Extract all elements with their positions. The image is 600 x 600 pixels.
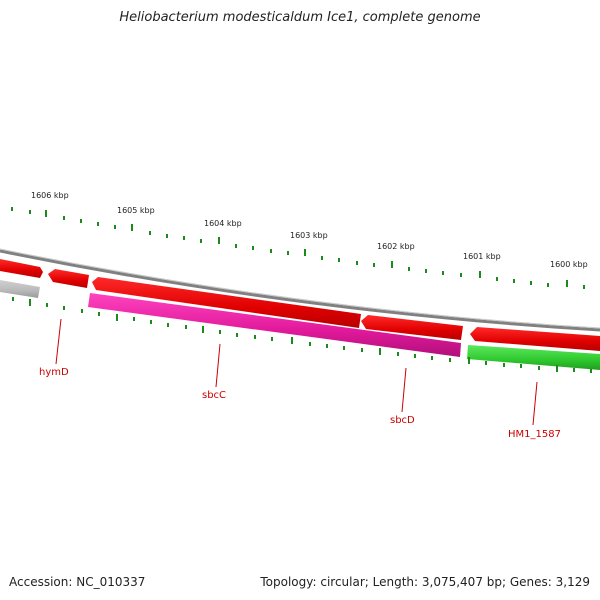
- scale-label: 1604 kbp: [204, 219, 242, 228]
- gene-arrow: [0, 259, 43, 278]
- gene-arrow-gray: [0, 280, 40, 298]
- gene-arrow: [361, 315, 463, 340]
- scale-label: 1603 kbp: [290, 231, 328, 240]
- gene-label-sbcc: sbcC: [202, 390, 226, 401]
- scale-labels: 1606 kbp 1605 kbp 1604 kbp 1603 kbp 1602…: [31, 191, 588, 269]
- gene-labels: hymD sbcC sbcD HM1_1587: [39, 367, 561, 440]
- scale-label: 1606 kbp: [31, 191, 69, 200]
- accession-text: Accession: NC_010337: [9, 575, 146, 589]
- gene-arrow: [470, 327, 600, 351]
- gene-arrow-hm1: [467, 345, 600, 370]
- genome-stats-text: Topology: circular; Length: 3,075,407 bp…: [260, 575, 590, 589]
- forward-strand-genes: [0, 259, 600, 351]
- genome-title: Heliobacterium modesticaldum Ice1, compl…: [119, 10, 481, 25]
- scale-label: 1602 kbp: [377, 242, 415, 251]
- gene-arrow: [92, 277, 361, 328]
- gene-label-sbcd: sbcD: [390, 415, 415, 426]
- reverse-strand-genes: [0, 280, 600, 370]
- gene-arrow: [48, 269, 89, 288]
- scale-label: 1605 kbp: [117, 206, 155, 215]
- genome-backbone: [0, 249, 600, 332]
- genome-backbone-highlight: [0, 248, 600, 329]
- gene-label-hymd: hymD: [39, 367, 69, 378]
- scale-label: 1601 kbp: [463, 252, 501, 261]
- inner-scale-ticks: [12, 297, 592, 373]
- gene-arrow-sbc: [88, 293, 461, 357]
- outer-scale-ticks: [11, 207, 585, 289]
- gene-label-hm1-1587: HM1_1587: [508, 429, 561, 440]
- scale-label: 1600 kbp: [550, 260, 588, 269]
- gene-leader-lines: [55, 318, 538, 426]
